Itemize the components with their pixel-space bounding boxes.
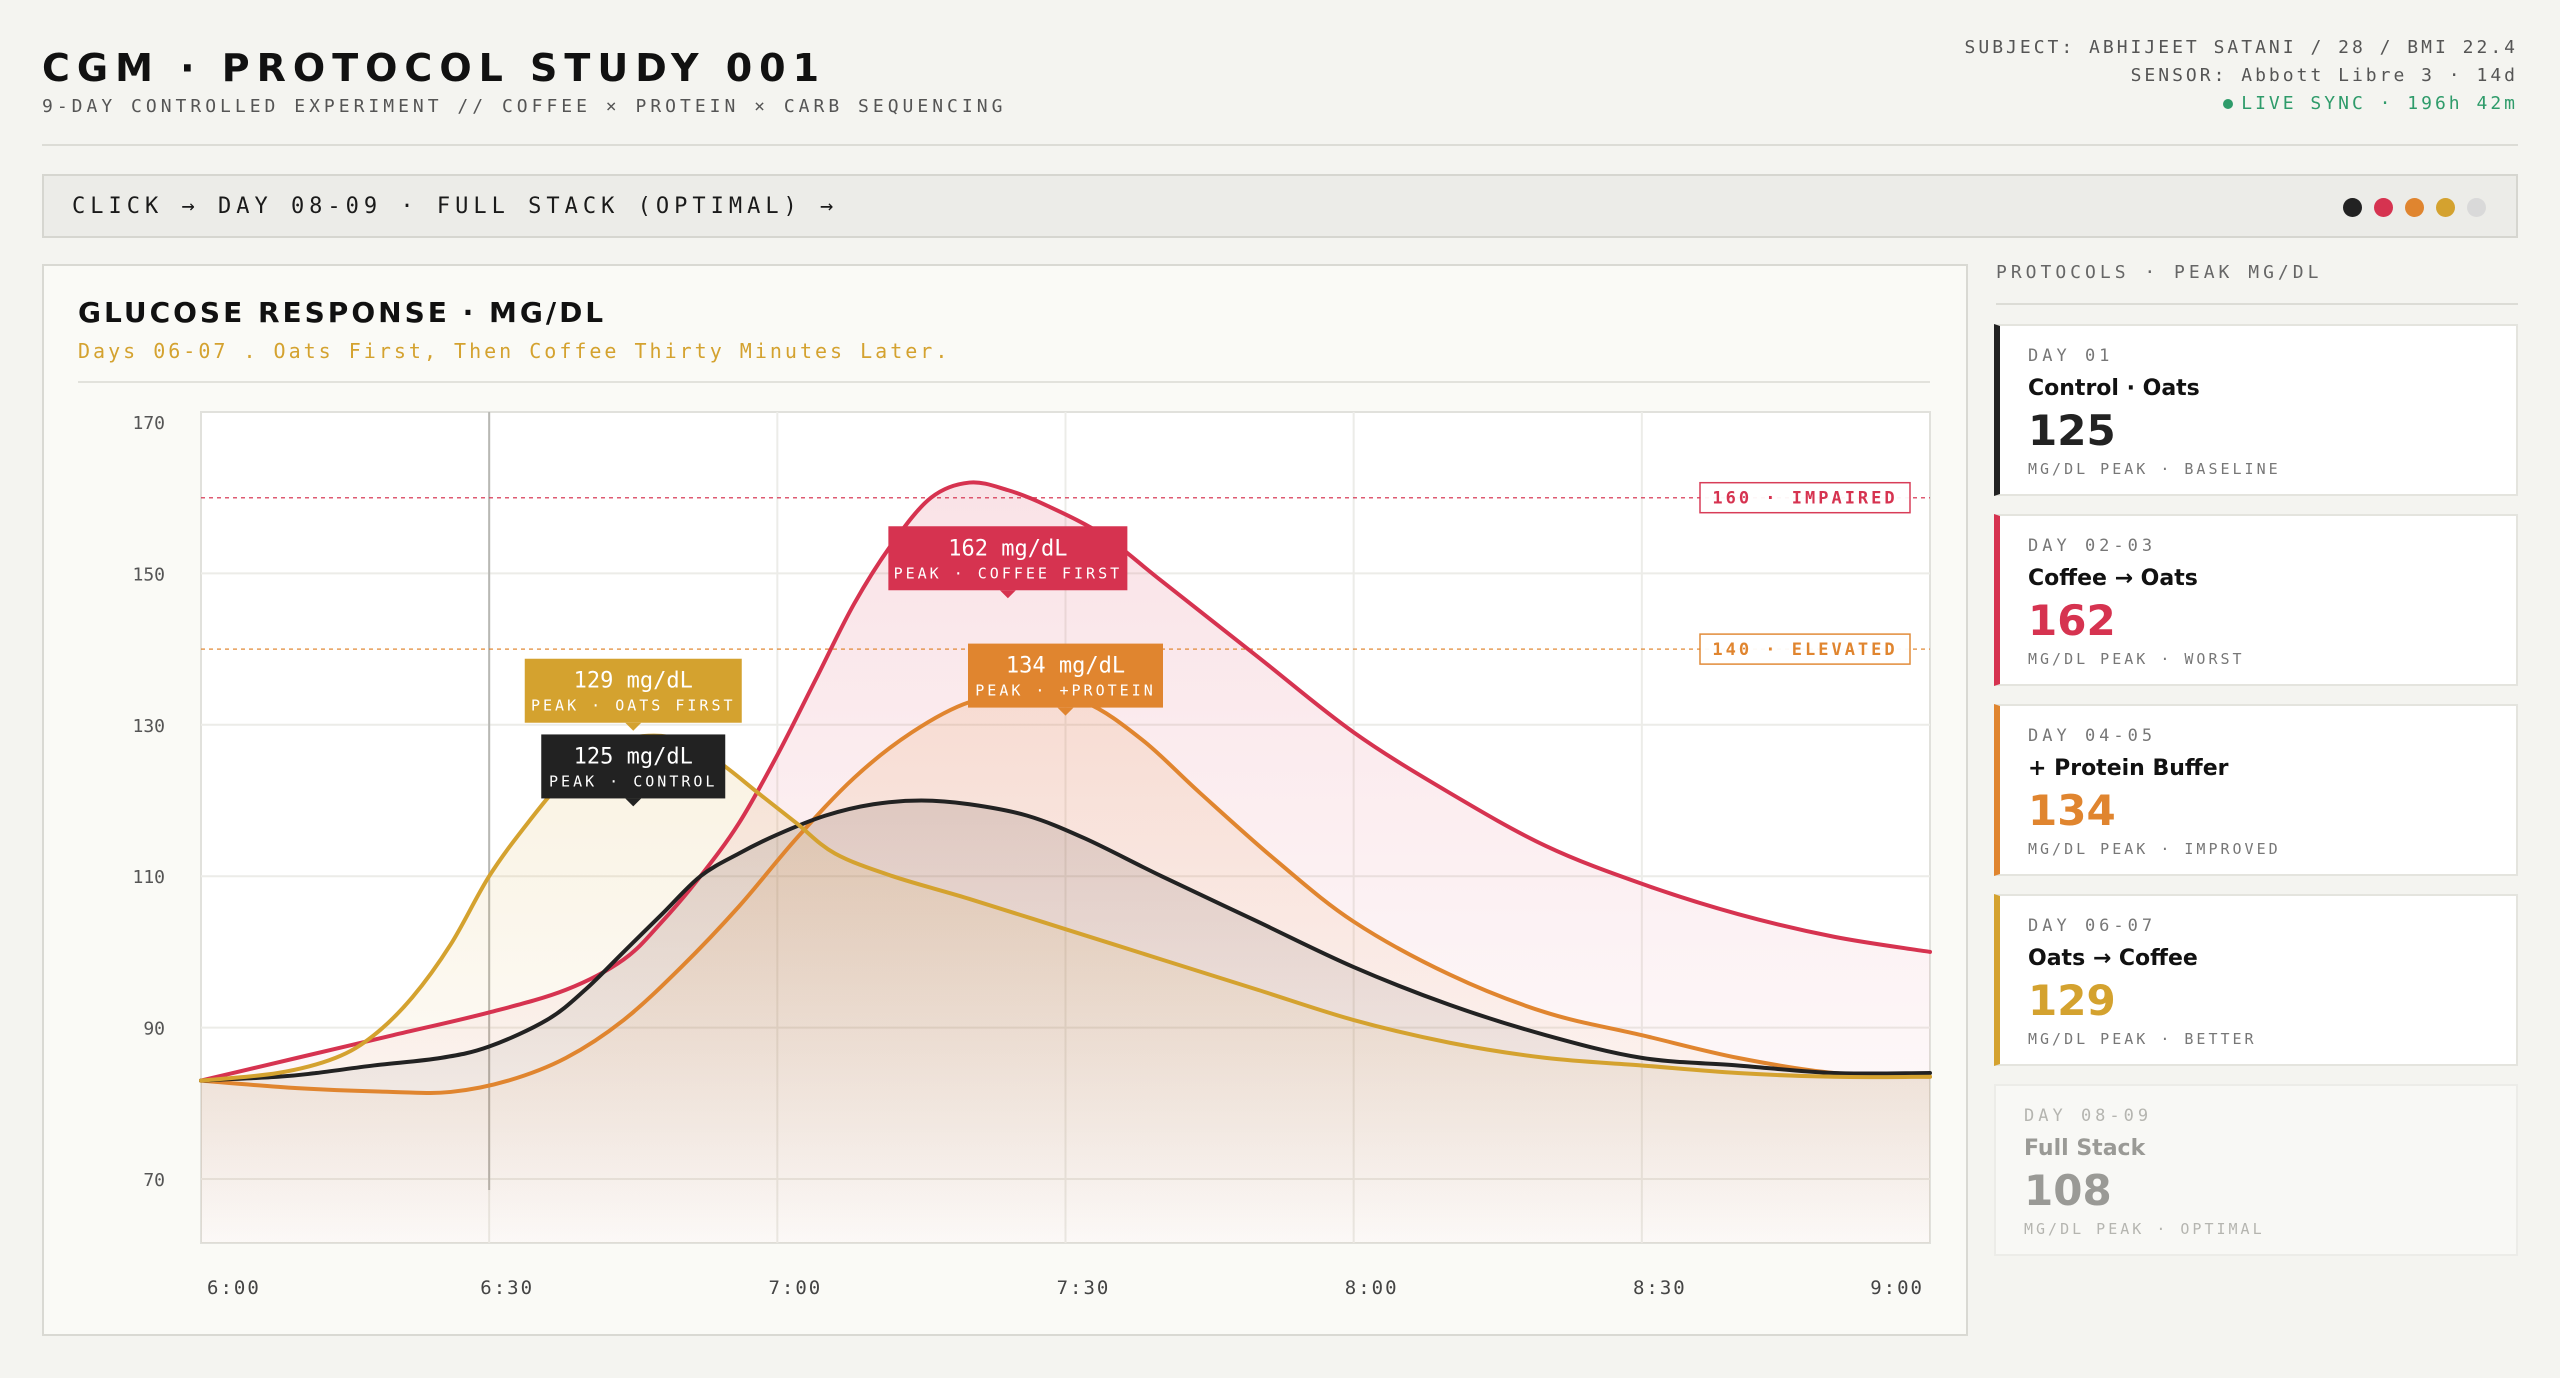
protocol-peak-label: MG/DL PEAK · IMPROVED (2028, 840, 2281, 858)
protocol-peak-value: 134 (2028, 786, 2116, 835)
x-tick-label: 8:30 (1633, 1277, 1687, 1299)
peak-value-label: 129 mg/dL (574, 669, 693, 694)
y-tick-label: 110 (132, 867, 165, 888)
threshold-label: 160 · IMPAIRED (1712, 489, 1897, 509)
tooltip-pointer (1057, 707, 1074, 716)
series-line-control (199, 798, 1932, 1083)
page-header: CGM · PROTOCOL STUDY 001 9-DAY CONTROLLE… (42, 37, 2518, 146)
protocol-name: Oats → Coffee (2028, 946, 2198, 971)
x-tick-label: 9:00 (1870, 1277, 1924, 1299)
protocol-peak-value: 162 (2028, 596, 2116, 645)
protocol-day: DAY 08-09 (2024, 1106, 2153, 1126)
chart-subtitle: Days 06-07 . Oats First, Then Coffee Thi… (78, 339, 951, 363)
series-area-oats-first (201, 735, 1930, 1243)
peak-tooltip-oats-first (524, 658, 742, 723)
subject-meta: SUBJECT: ABHIJEET SATANI / 28 / BMI 22.4… (1965, 34, 2518, 118)
x-tick-label: 6:00 (207, 1277, 261, 1299)
peak-tooltip-coffee-first (888, 526, 1128, 591)
y-tick-label: 70 (143, 1170, 165, 1191)
protocol-day: DAY 04-05 (2028, 726, 2157, 746)
protocol-peak-label: MG/DL PEAK · BETTER (2028, 1030, 2257, 1048)
protocol-card[interactable]: DAY 04-05 + Protein Buffer 134 MG/DL PEAK ·… (1994, 704, 2518, 876)
protocol-dot-full-stack[interactable] (2467, 198, 2486, 217)
chart-title: GLUCOSE RESPONSE · MG/DL (78, 296, 607, 329)
protocol-selector-banner[interactable]: CLICK → DAY 08-09 · FULL STACK (OPTIMAL)… (42, 174, 2518, 238)
peak-caption-label: PEAK · COFFEE FIRST (894, 564, 1123, 582)
sidebar-header: PROTOCOLS · PEAK MG/DL (1996, 262, 2518, 305)
protocol-dot-protein[interactable] (2405, 198, 2424, 217)
peak-tooltip-protein-buffer (968, 643, 1163, 708)
protocol-peak-value: 125 (2028, 406, 2116, 455)
tooltip-pointer (999, 590, 1016, 599)
y-tick-label: 150 (132, 564, 165, 585)
subject-info: SUBJECT: ABHIJEET SATANI / 28 / BMI 22.4 (1964, 37, 2518, 58)
y-tick-label: 90 (143, 1019, 165, 1040)
live-sync-label: LIVE SYNC · 196h 42m (2241, 93, 2518, 114)
protocol-peak-value: 129 (2028, 976, 2116, 1025)
y-tick-label: 170 (132, 413, 165, 434)
x-tick-label: 7:30 (1057, 1277, 1111, 1299)
protocol-day: DAY 02-03 (2028, 536, 2157, 556)
peak-value-label: 134 mg/dL (1006, 654, 1125, 679)
x-tick-label: 6:30 (480, 1277, 534, 1299)
protocol-day: DAY 01 (2028, 346, 2114, 366)
protocol-card[interactable]: DAY 01 Control · Oats 125 MG/DL PEAK · BASE… (1994, 324, 2518, 496)
peak-value-label: 162 mg/dL (948, 536, 1067, 561)
peak-caption-label: PEAK · +PROTEIN (975, 682, 1155, 700)
peak-caption-label: PEAK · OATS FIRST (531, 697, 736, 715)
protocol-card[interactable]: DAY 06-07 Oats → Coffee 129 MG/DL PEAK · BE… (1994, 894, 2518, 1066)
protocol-dots (2343, 198, 2486, 217)
protocol-dot-oats-first[interactable] (2436, 198, 2455, 217)
peak-tooltip-control (541, 734, 726, 799)
x-tick-label: 8:00 (1345, 1277, 1399, 1299)
protocol-name: Full Stack (2024, 1136, 2146, 1161)
protocol-dot-control[interactable] (2343, 198, 2362, 217)
tooltip-pointer (625, 722, 642, 731)
x-tick-label: 7:00 (768, 1277, 822, 1299)
page-subtitle: 9-DAY CONTROLLED EXPERIMENT // COFFEE × … (42, 96, 1007, 117)
protocol-peak-label: MG/DL PEAK · WORST (2028, 650, 2245, 668)
threshold-badge (1699, 633, 1911, 665)
threshold-badge (1699, 481, 1911, 514)
protocol-name: Coffee → Oats (2028, 566, 2198, 591)
page-title: CGM · PROTOCOL STUDY 001 (42, 46, 827, 90)
protocol-day: DAY 06-07 (2028, 916, 2157, 936)
banner-label[interactable]: CLICK → DAY 08-09 · FULL STACK (OPTIMAL)… (72, 194, 839, 219)
status-dot-icon (2223, 99, 2234, 109)
chart-divider (78, 381, 1930, 383)
protocol-peak-label: MG/DL PEAK · BASELINE (2028, 460, 2281, 478)
y-tick-label: 130 (132, 716, 165, 737)
protocol-peak-label: MG/DL PEAK · OPTIMAL (2024, 1220, 2265, 1238)
protocol-dot-coffee-first[interactable] (2374, 198, 2393, 217)
threshold-label: 140 · ELEVATED (1712, 640, 1897, 660)
peak-caption-label: PEAK · CONTROL (549, 772, 717, 790)
sensor-info: SENSOR: Abbott Libre 3 · 14d (2130, 65, 2518, 86)
protocol-peak-value: 108 (2024, 1166, 2112, 1215)
protocol-name: + Protein Buffer (2028, 756, 2229, 781)
protocol-name: Control · Oats (2028, 376, 2200, 401)
series-line-coffee-first (199, 480, 1932, 1083)
live-sync-status: LIVE SYNC · 196h 42m (1965, 90, 2518, 118)
protocol-card[interactable]: DAY 08-09 Full Stack 108 MG/DL PEAK · OPTIM… (1994, 1084, 2518, 1256)
series-line-oats-first (199, 733, 1932, 1083)
peak-value-label: 125 mg/dL (574, 744, 693, 769)
protocol-card[interactable]: DAY 02-03 Coffee → Oats 162 MG/DL PEAK · WO… (1994, 514, 2518, 686)
tooltip-pointer (625, 798, 642, 807)
